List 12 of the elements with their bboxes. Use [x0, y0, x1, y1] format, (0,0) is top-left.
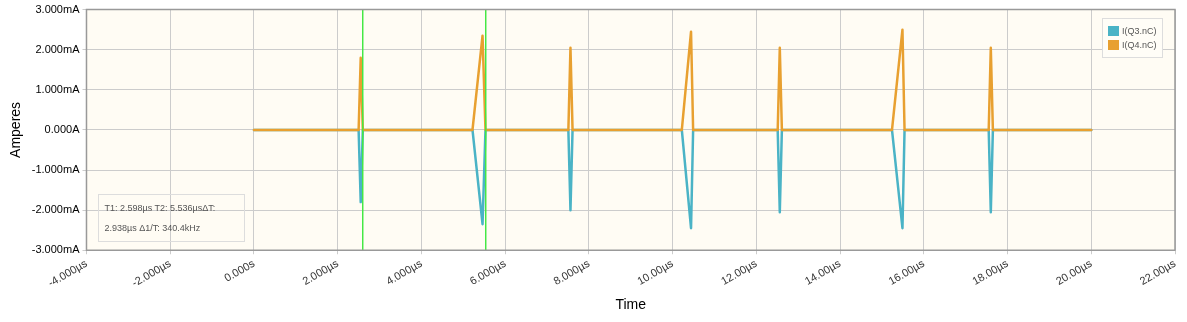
y-axis-title: Amperes [7, 101, 24, 158]
y-tick-label: 3.000mA [35, 2, 81, 15]
legend-label: I(Q4.nC) [1122, 39, 1157, 50]
y-tick-label: 1.000mA [35, 82, 81, 95]
annotation: T1: 2.598µs T2: 5.536µsΔT: 2.938µs Δ1/T: 340.4kHz [104, 202, 217, 236]
y-tick-label: -3.000mA [31, 243, 81, 256]
y-tick-label: -1.000mA [31, 163, 81, 176]
x-axis-title: Time [615, 296, 647, 313]
y-tick-label: -2.000mA [31, 203, 81, 216]
y-tick-label: 2.000mA [35, 42, 81, 55]
y-tick-label: 0.000A [44, 122, 81, 135]
legend-label: I(Q3.nC) [1122, 25, 1157, 36]
